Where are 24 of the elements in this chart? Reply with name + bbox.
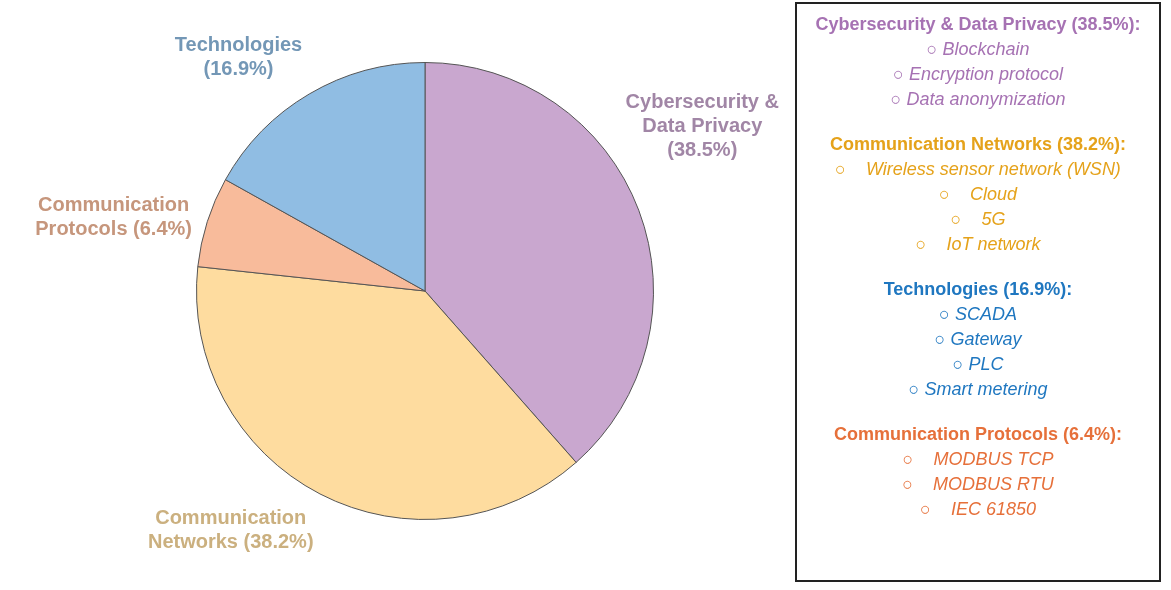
text: Communication Networks (38.2%): [828, 133, 1128, 156]
text: ○ Smart metering [907, 378, 1049, 401]
text: ○ Blockchain [925, 38, 1031, 61]
text: ○ IEC 61850 [919, 498, 1037, 521]
text: Cybersecurity & Data Privacy (38.5%): [814, 13, 1142, 36]
slice-label: Cybersecurity & Data Privacy [625, 90, 779, 137]
text: ○ MODBUS TCP [901, 448, 1055, 471]
slice-label: Communication Networks (38.2%) [147, 505, 314, 552]
data-label: (38.5%) [667, 138, 738, 161]
text: ○ Gateway [933, 328, 1023, 351]
data-label: (16.9%) [203, 57, 274, 80]
text: ○ Wireless sensor network (WSN) [834, 158, 1122, 181]
slice-label: Communication Protocols (6.4%) [35, 192, 192, 239]
text: Technologies (16.9%): [882, 278, 1074, 301]
text: ○ IoT network [914, 233, 1042, 256]
text: ○ Cloud [938, 183, 1019, 206]
text: ○ PLC [951, 353, 1005, 376]
text: ○ MODBUS RTU [901, 473, 1055, 496]
text: Communication Protocols (6.4%): [833, 423, 1123, 446]
text: ○ 5G [949, 208, 1007, 231]
text: ○ Data anonymization [889, 88, 1067, 111]
slice-label: Technologies [174, 33, 303, 56]
text: ○ Encryption protocol [892, 63, 1065, 86]
text: ○ SCADA [938, 303, 1018, 326]
